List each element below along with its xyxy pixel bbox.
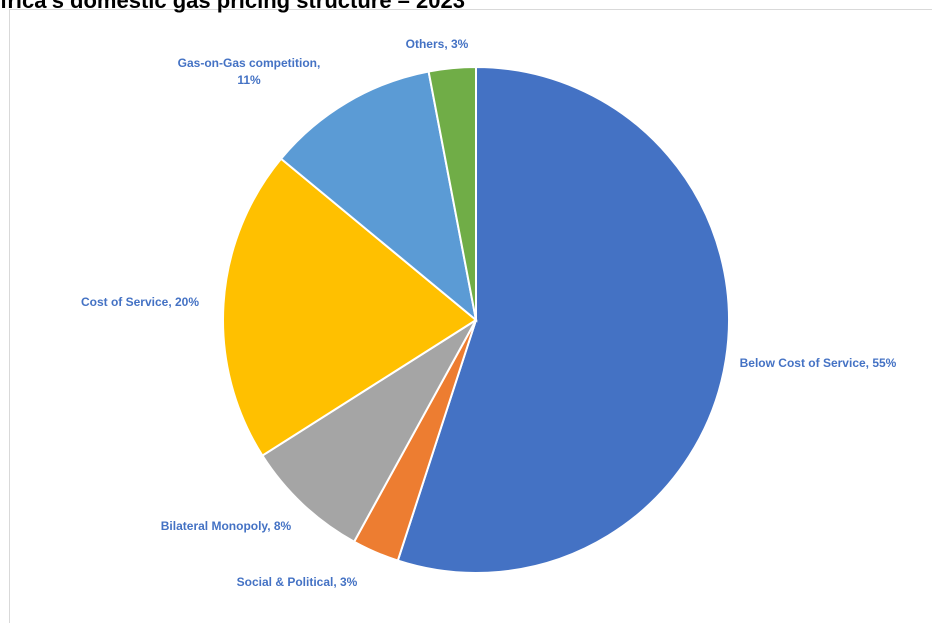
pie-label-bilateral-monopoly: Bilateral Monopoly, 8% [161, 519, 292, 533]
pie-slice-others [427, 65, 477, 321]
pie-labels: Below Cost of Service, 55% Social & Polit… [81, 37, 897, 589]
pie-label-cost-of-service: Cost of Service, 20% [81, 295, 199, 309]
chart-title: frica's domestic gas pricing structure –… [0, 0, 465, 13]
pie-label-social-political: Social & Political, 3% [237, 575, 358, 589]
pie-slice-cost-of-service [222, 157, 478, 457]
pie-slice-gas-on-gas-competition [279, 70, 478, 323]
pie-slices [222, 65, 730, 574]
pie-label-others: Others, 3% [406, 37, 469, 51]
pie-label-gas-on-gas-competition: Gas-on-Gas competition, 11% [178, 56, 321, 87]
pie-slice-below-cost-of-service [396, 65, 730, 574]
chart-frame [9, 9, 932, 623]
pie-slice-bilateral-monopoly [261, 319, 477, 544]
pie-label-below-cost-of-service: Below Cost of Service, 55% [740, 356, 897, 370]
